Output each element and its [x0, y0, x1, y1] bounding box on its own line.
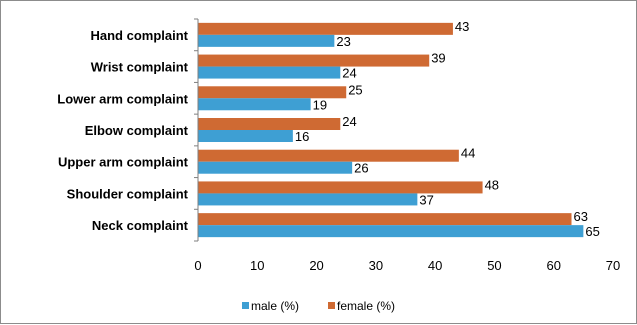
bar-male-hand-complaint: [198, 34, 335, 47]
data-label-female-wrist-complaint: 39: [431, 51, 445, 66]
bar-female-neck-complaint: [198, 213, 572, 226]
legend-swatch-female: [328, 302, 335, 309]
category-label-wrist-complaint: Wrist complaint: [91, 60, 189, 75]
data-label-female-shoulder-complaint: 48: [485, 177, 499, 192]
bars-layer: [198, 22, 584, 238]
category-label-upper-arm-complaint: Upper arm complaint: [58, 155, 189, 170]
x-tick-label-40: 40: [428, 258, 442, 273]
bar-female-shoulder-complaint: [198, 181, 483, 194]
bar-male-lower-arm-complaint: [198, 98, 311, 111]
data-label-female-upper-arm-complaint: 44: [461, 146, 475, 161]
category-label-elbow-complaint: Elbow complaint: [85, 123, 189, 138]
data-label-male-upper-arm-complaint: 26: [354, 161, 368, 176]
x-tick-label-0: 0: [194, 258, 201, 273]
data-label-male-lower-arm-complaint: 19: [313, 97, 327, 112]
legend-label-female: female (%): [337, 299, 395, 313]
bar-female-lower-arm-complaint: [198, 86, 347, 99]
bar-male-upper-arm-complaint: [198, 161, 353, 174]
bar-male-elbow-complaint: [198, 130, 293, 142]
bar-male-wrist-complaint: [198, 66, 341, 79]
x-tick-label-60: 60: [546, 258, 560, 273]
bar-male-shoulder-complaint: [198, 193, 418, 206]
category-label-neck-complaint: Neck complaint: [92, 218, 189, 233]
x-tick-label-30: 30: [369, 258, 383, 273]
labels-layer: 43 23 Hand complaint 39 24 Wrist complaint 25 1…: [57, 19, 620, 273]
x-tick-label-10: 10: [250, 258, 264, 273]
data-label-male-wrist-complaint: 24: [342, 66, 356, 81]
legend-swatch-male: [242, 302, 249, 309]
x-tick-label-50: 50: [487, 258, 501, 273]
data-label-male-neck-complaint: 65: [585, 224, 599, 239]
legend: male (%) female (%): [242, 299, 395, 313]
bar-female-wrist-complaint: [198, 54, 430, 67]
legend-label-male: male (%): [251, 299, 299, 313]
data-label-female-neck-complaint: 63: [574, 209, 588, 224]
axes-layer: [194, 18, 199, 242]
x-tick-label-70: 70: [606, 258, 620, 273]
data-label-female-elbow-complaint: 24: [342, 114, 356, 129]
x-tick-label-20: 20: [309, 258, 323, 273]
bar-male-neck-complaint: [198, 225, 584, 238]
data-label-male-shoulder-complaint: 37: [419, 192, 433, 207]
data-label-male-hand-complaint: 23: [336, 34, 350, 49]
category-label-lower-arm-complaint: Lower arm complaint: [57, 91, 188, 106]
bar-female-hand-complaint: [198, 22, 453, 35]
data-label-female-lower-arm-complaint: 25: [348, 82, 362, 97]
category-label-shoulder-complaint: Shoulder complaint: [67, 186, 189, 201]
data-label-male-elbow-complaint: 16: [295, 129, 309, 144]
category-label-hand-complaint: Hand complaint: [90, 28, 188, 43]
bar-female-elbow-complaint: [198, 118, 341, 130]
data-label-female-hand-complaint: 43: [455, 19, 469, 34]
bar-female-upper-arm-complaint: [198, 149, 459, 162]
